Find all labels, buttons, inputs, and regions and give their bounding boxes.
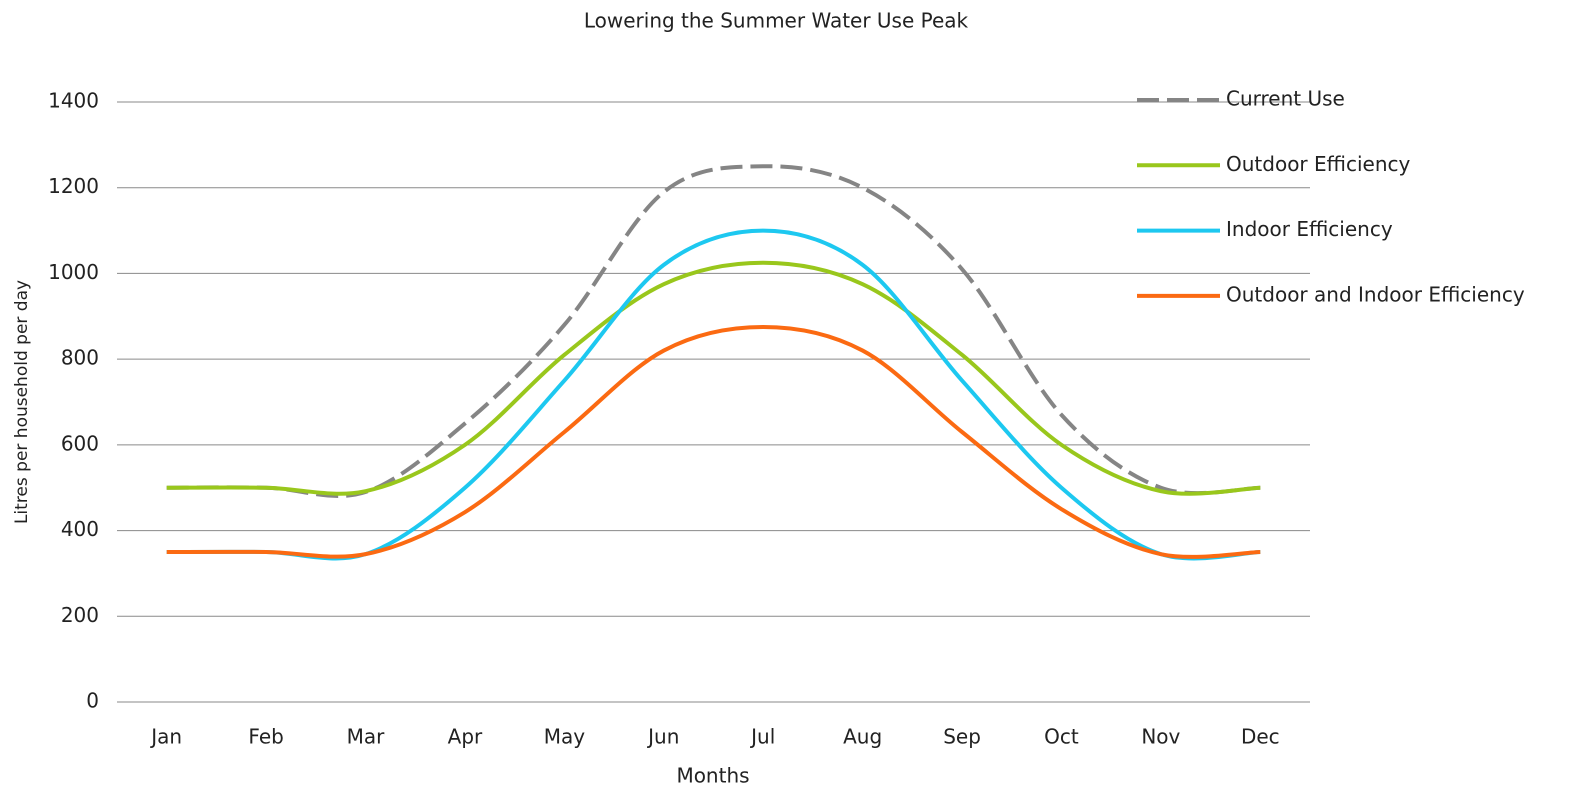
x-tick-label: Feb xyxy=(248,725,283,749)
x-tick-label: Jul xyxy=(749,725,775,749)
x-tick-label: Sep xyxy=(943,725,981,749)
x-tick-label: Oct xyxy=(1044,725,1079,749)
legend-label: Outdoor Efficiency xyxy=(1226,152,1411,176)
y-tick-label: 400 xyxy=(61,517,99,541)
series-line xyxy=(166,260,1261,496)
y-tick-label: 1400 xyxy=(48,89,99,113)
x-tick-label: Mar xyxy=(347,725,386,749)
y-tick-label: 600 xyxy=(61,431,99,455)
y-axis-label: Litres per household per day xyxy=(12,280,32,524)
legend-label: Current Use xyxy=(1226,87,1345,111)
y-tick-label: 200 xyxy=(61,603,99,627)
x-tick-label: May xyxy=(544,725,586,749)
legend-label: Indoor Efficiency xyxy=(1226,217,1393,241)
chart-title: Lowering the Summer Water Use Peak xyxy=(584,9,969,33)
y-tick-label: 0 xyxy=(86,689,99,713)
y-tick-label: 1000 xyxy=(48,260,99,284)
series-line xyxy=(166,325,1261,559)
y-tick-label: 800 xyxy=(61,346,99,370)
x-axis-label: Months xyxy=(676,764,749,788)
x-tick-label: Apr xyxy=(448,725,483,749)
x-tick-label: Jun xyxy=(646,725,679,749)
x-tick-label: Jan xyxy=(149,725,182,749)
series-line xyxy=(166,228,1261,561)
y-tick-label: 1200 xyxy=(48,174,99,198)
legend-label: Outdoor and Indoor Efficiency xyxy=(1226,282,1525,306)
x-tick-label: Nov xyxy=(1141,725,1180,749)
x-tick-label: Dec xyxy=(1241,725,1280,749)
x-tick-label: Aug xyxy=(843,725,882,749)
